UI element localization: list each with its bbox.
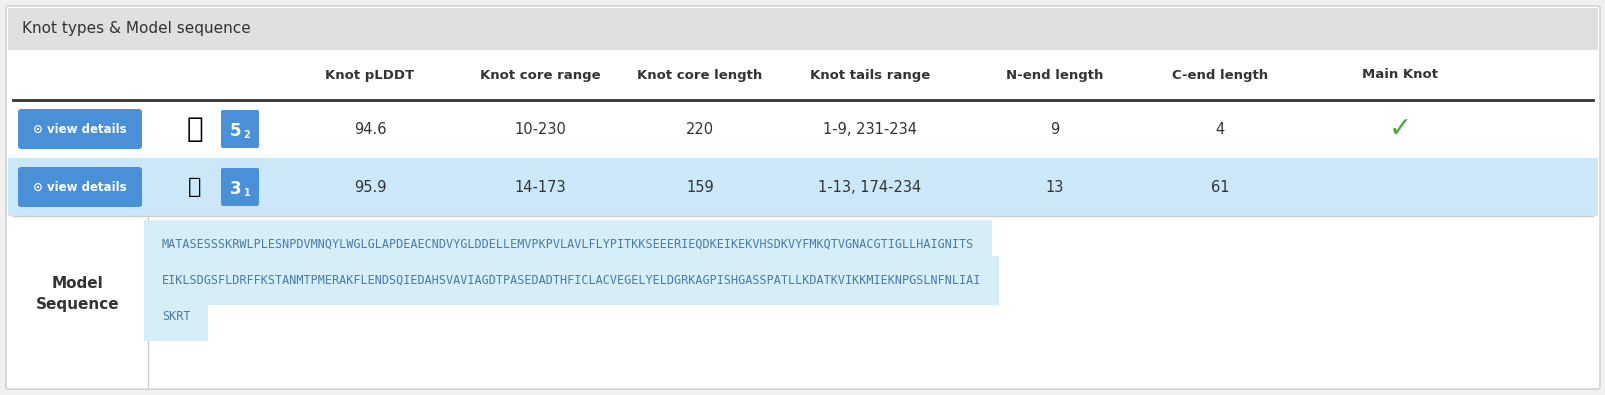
- Text: 🥨: 🥨: [188, 177, 202, 197]
- FancyBboxPatch shape: [221, 168, 258, 206]
- Bar: [8, 100, 1597, 158]
- Text: Knot core length: Knot core length: [637, 68, 762, 81]
- Text: 4: 4: [1215, 122, 1225, 137]
- Text: Knot types & Model sequence: Knot types & Model sequence: [22, 21, 250, 36]
- Text: 13: 13: [1045, 179, 1064, 194]
- Text: 14-173: 14-173: [514, 179, 565, 194]
- Text: ✓: ✓: [1387, 115, 1411, 143]
- Text: 220: 220: [685, 122, 714, 137]
- Text: 2: 2: [244, 130, 250, 140]
- Text: 5: 5: [230, 122, 242, 140]
- Text: Knot core range: Knot core range: [480, 68, 600, 81]
- Text: SKRT: SKRT: [162, 310, 191, 323]
- Text: ⊙ view details: ⊙ view details: [34, 181, 127, 194]
- Text: 3: 3: [230, 180, 242, 198]
- Text: Knot tails range: Knot tails range: [809, 68, 929, 81]
- Text: 10-230: 10-230: [514, 122, 565, 137]
- Bar: [8, 8, 1597, 50]
- Text: C-end length: C-end length: [1172, 68, 1268, 81]
- Text: Knot pLDDT: Knot pLDDT: [326, 68, 414, 81]
- Text: 1-13, 174-234: 1-13, 174-234: [819, 179, 921, 194]
- Bar: [8, 158, 1597, 216]
- FancyBboxPatch shape: [18, 109, 141, 149]
- Text: 🥨: 🥨: [186, 115, 204, 143]
- Text: EIKLSDGSFLDRFFKSTANMTPMERAKFLENDSQIEDAHSVAVIAGDTPASEDADTHFICLACVEGELYELDGRKAGPIS: EIKLSDGSFLDRFFKSTANMTPMERAKFLENDSQIEDAHS…: [162, 274, 981, 287]
- Text: Model
Sequence: Model Sequence: [37, 275, 120, 312]
- Text: N-end length: N-end length: [1006, 68, 1103, 81]
- Text: 1: 1: [244, 188, 250, 198]
- FancyBboxPatch shape: [6, 6, 1599, 389]
- Bar: [8, 50, 1597, 100]
- Text: 61: 61: [1210, 179, 1228, 194]
- FancyBboxPatch shape: [221, 110, 258, 148]
- FancyBboxPatch shape: [18, 167, 141, 207]
- Text: ⊙ view details: ⊙ view details: [34, 122, 127, 135]
- Text: 95.9: 95.9: [353, 179, 387, 194]
- Text: 9: 9: [1050, 122, 1059, 137]
- Text: MATASESSSKRWLPLESNPDVMNQYLWGLGLAPDEAECNDVYGLDDELLEMVPKPVLAVLFLYPITKKSEEERIEQDKEI: MATASESSSKRWLPLESNPDVMNQYLWGLGLAPDEAECND…: [162, 238, 974, 251]
- Text: 1-9, 231-234: 1-9, 231-234: [822, 122, 916, 137]
- Text: Main Knot: Main Knot: [1361, 68, 1436, 81]
- Text: 159: 159: [685, 179, 714, 194]
- Text: 94.6: 94.6: [353, 122, 387, 137]
